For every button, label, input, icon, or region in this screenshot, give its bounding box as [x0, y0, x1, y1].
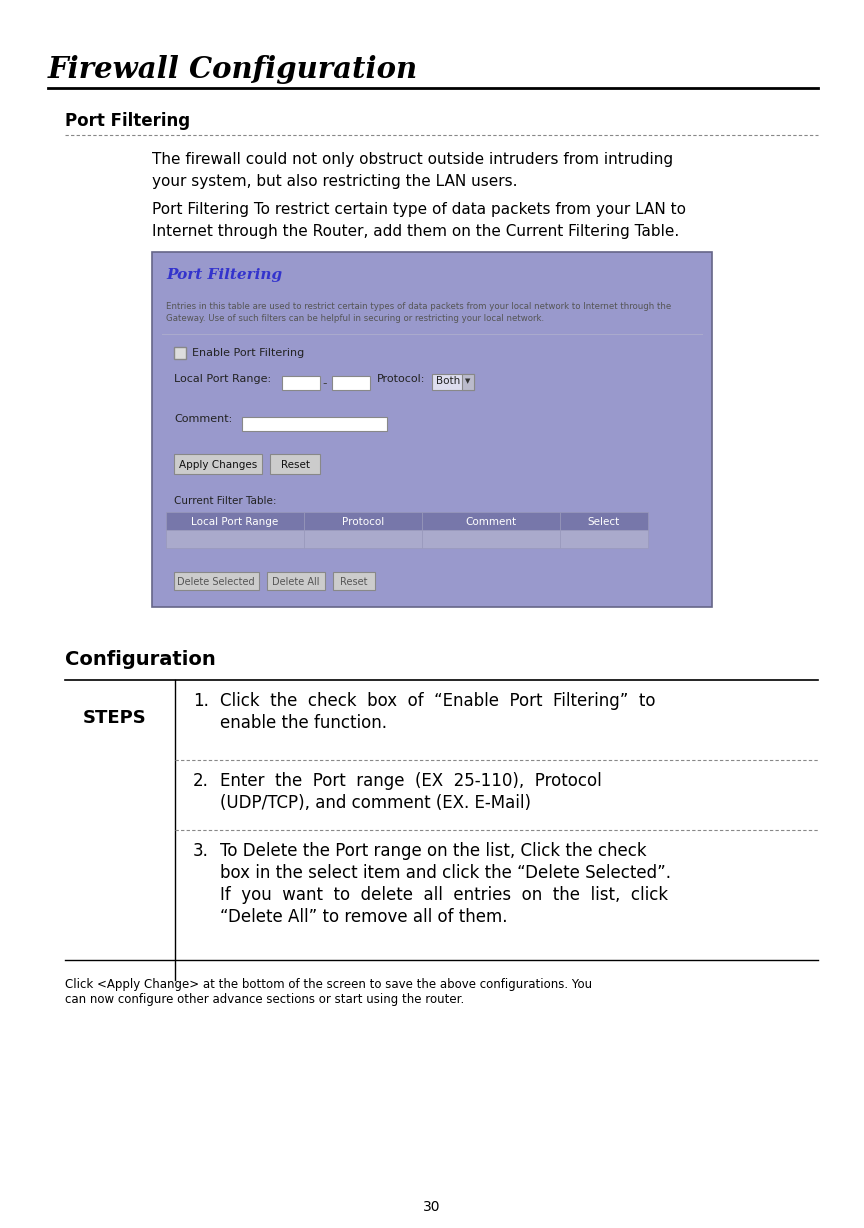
Text: If  you  want  to  delete  all  entries  on  the  list,  click: If you want to delete all entries on the…	[220, 885, 668, 904]
Text: Both: Both	[436, 376, 461, 386]
Bar	[166, 530, 304, 548]
Text: Select: Select	[588, 517, 620, 527]
Text: Reset: Reset	[340, 577, 368, 587]
Text: The firewall could not only obstruct outside intruders from intruding: The firewall could not only obstruct out…	[152, 152, 673, 167]
Text: your system, but also restricting the LAN users.: your system, but also restricting the LA…	[152, 174, 518, 189]
Bar	[267, 572, 325, 589]
Bar	[333, 572, 375, 589]
Text: Reset: Reset	[281, 460, 309, 470]
Text: enable the function.: enable the function.	[220, 713, 387, 732]
Text: Current Filter Table:: Current Filter Table:	[174, 496, 276, 506]
Text: -: -	[322, 377, 327, 391]
Text: Protocol:: Protocol:	[377, 375, 425, 384]
Text: ▼: ▼	[465, 378, 470, 384]
Bar	[174, 572, 259, 589]
Text: can now configure other advance sections or start using the router.: can now configure other advance sections…	[65, 993, 464, 1006]
Bar	[304, 512, 422, 530]
Bar	[422, 512, 560, 530]
Bar	[462, 375, 474, 391]
Text: Local Port Range:: Local Port Range:	[174, 375, 271, 384]
Text: Firewall Configuration: Firewall Configuration	[48, 55, 418, 84]
Bar	[174, 348, 186, 359]
Bar	[270, 454, 320, 474]
Text: Entries in this table are used to restrict certain types of data packets from yo: Entries in this table are used to restri…	[166, 302, 671, 311]
Text: Click <Apply Change> at the bottom of the screen to save the above configuration: Click <Apply Change> at the bottom of th…	[65, 977, 592, 991]
Bar	[304, 530, 422, 548]
Text: Local Port Range: Local Port Range	[191, 517, 278, 527]
Text: Port Filtering: Port Filtering	[166, 268, 283, 282]
Bar	[560, 530, 648, 548]
Bar	[152, 252, 712, 607]
Text: “Delete All” to remove all of them.: “Delete All” to remove all of them.	[220, 907, 507, 926]
Text: 2.: 2.	[193, 772, 209, 790]
Text: Click  the  check  box  of  “Enable  Port  Filtering”  to: Click the check box of “Enable Port Filt…	[220, 693, 656, 710]
Text: Enter  the  Port  range  (EX  25-110),  Protocol: Enter the Port range (EX 25-110), Protoc…	[220, 772, 601, 790]
Bar	[560, 512, 648, 530]
Text: To Delete the Port range on the list, Click the check: To Delete the Port range on the list, Cl…	[220, 842, 646, 860]
Text: Apply Changes: Apply Changes	[179, 460, 257, 470]
Text: STEPS: STEPS	[83, 709, 147, 727]
Text: Delete All: Delete All	[272, 577, 320, 587]
Text: Internet through the Router, add them on the Current Filtering Table.: Internet through the Router, add them on…	[152, 223, 679, 239]
Text: 30: 30	[423, 1200, 441, 1214]
Text: 3.: 3.	[193, 842, 209, 860]
Text: Configuration: Configuration	[65, 650, 216, 669]
Bar	[332, 376, 370, 391]
Text: Protocol: Protocol	[342, 517, 384, 527]
Text: Port Filtering: Port Filtering	[65, 112, 190, 130]
Text: Gateway. Use of such filters can be helpful in securing or restricting your loca: Gateway. Use of such filters can be help…	[166, 314, 544, 323]
Text: Delete Selected: Delete Selected	[177, 577, 255, 587]
Bar	[282, 376, 320, 391]
Bar	[174, 454, 262, 474]
Bar	[242, 418, 387, 431]
Text: Comment:: Comment:	[174, 414, 232, 424]
Text: (UDP/TCP), and comment (EX. E-Mail): (UDP/TCP), and comment (EX. E-Mail)	[220, 795, 531, 812]
Text: box in the select item and click the “Delete Selected”.: box in the select item and click the “De…	[220, 865, 671, 882]
Bar	[166, 512, 304, 530]
Text: Enable Port Filtering: Enable Port Filtering	[192, 348, 304, 359]
Text: Port Filtering To restrict certain type of data packets from your LAN to: Port Filtering To restrict certain type …	[152, 201, 686, 217]
Text: 1.: 1.	[193, 693, 209, 710]
Bar	[432, 375, 474, 391]
Text: Comment: Comment	[466, 517, 517, 527]
Bar	[422, 530, 560, 548]
